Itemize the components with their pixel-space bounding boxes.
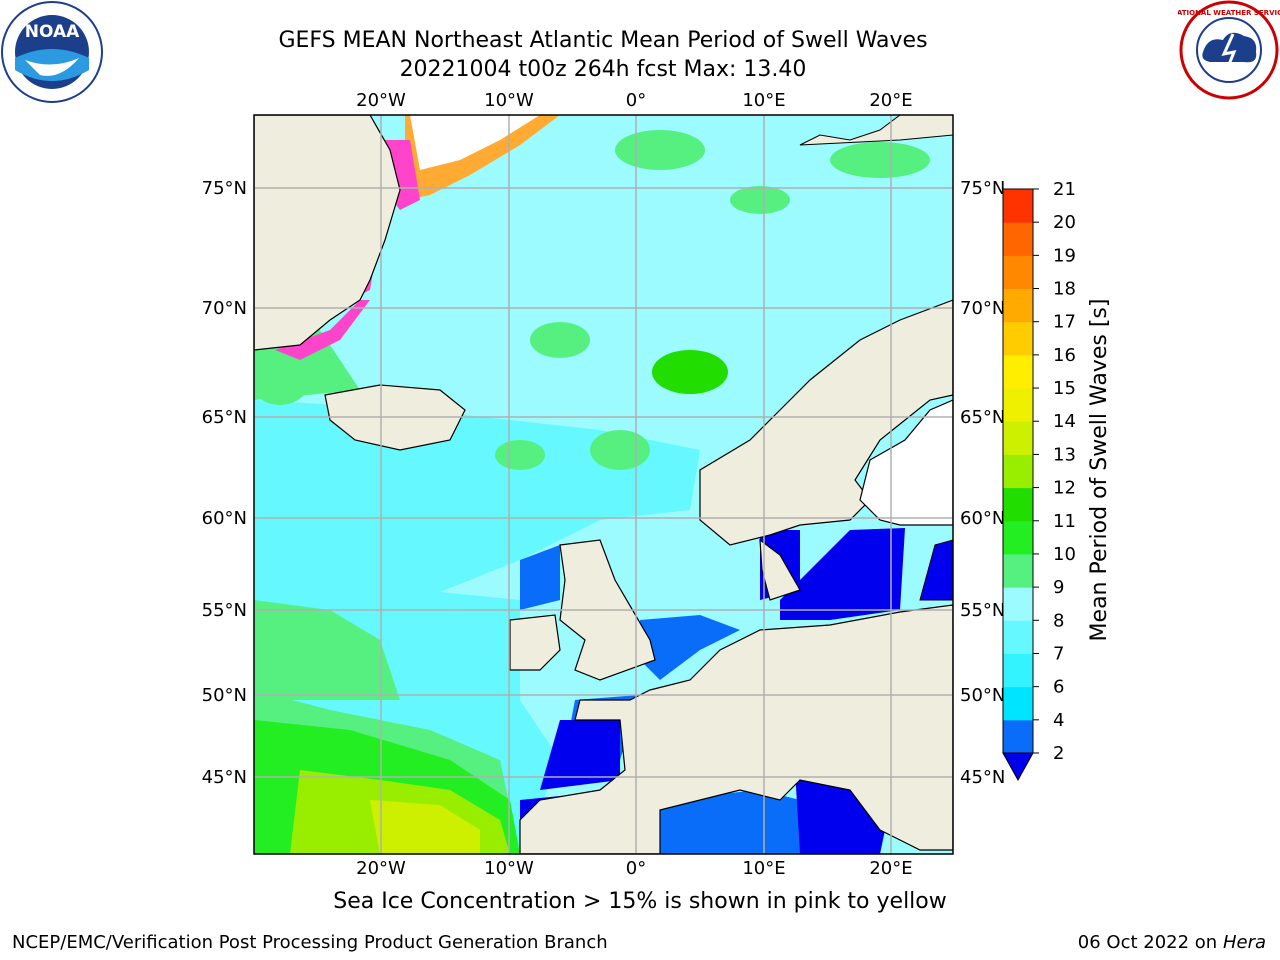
lon-labels-bottom: 20°W 10°W 0° 10°E 20°E <box>356 858 912 879</box>
colorbar-segment <box>1003 653 1033 688</box>
lat-label: 65°N <box>960 407 1005 428</box>
colorbar-tick-label: 10 <box>1053 544 1076 565</box>
lat-label: 60°N <box>202 508 247 529</box>
colorbar-segment <box>1003 620 1033 654</box>
lon-label: 20°W <box>356 90 406 111</box>
lat-label: 55°N <box>960 600 1005 621</box>
colorbar-segment <box>1003 354 1033 389</box>
colorbar-tick-label: 14 <box>1053 411 1076 432</box>
colorbar-segment <box>1003 421 1033 455</box>
lat-label: 45°N <box>202 767 247 788</box>
lat-label: 70°N <box>202 298 247 319</box>
lon-label: 0° <box>626 90 646 111</box>
colorbar-segment <box>1003 587 1033 621</box>
colorbar-segment <box>1003 288 1033 323</box>
colorbar-segment <box>1003 454 1033 489</box>
nws-logo: NATIONAL WEATHER SERVICE <box>1178 0 1280 100</box>
svg-text:NOAA: NOAA <box>25 22 80 42</box>
lat-labels-left: 75°N 70°N 65°N 60°N 55°N 50°N 45°N <box>202 178 247 788</box>
lon-label: 10°E <box>742 858 785 879</box>
colorbar-segment <box>1003 189 1033 223</box>
lon-label: 20°E <box>869 90 912 111</box>
lat-label: 50°N <box>960 685 1005 706</box>
lat-label: 70°N <box>960 298 1005 319</box>
colorbar-tick-label: 19 <box>1053 245 1076 266</box>
map-border <box>253 114 954 855</box>
footer-credit: NCEP/EMC/Verification Post Processing Pr… <box>12 932 608 953</box>
lon-label: 0° <box>626 858 646 879</box>
colorbar-segment <box>1003 487 1033 522</box>
footer-date-text: 06 Oct 2022 on <box>1077 932 1223 953</box>
colorbar-segment <box>1003 255 1033 290</box>
colorbar-tick-label: 17 <box>1053 312 1076 333</box>
title-line-1: GEFS MEAN Northeast Atlantic Mean Period… <box>278 28 928 53</box>
chart-title: GEFS MEAN Northeast Atlantic Mean Period… <box>203 26 1003 84</box>
colorbar-tick-label: 13 <box>1053 444 1076 465</box>
lat-label: 45°N <box>960 767 1005 788</box>
colorbar-segments <box>1003 189 1033 754</box>
colorbar-segment <box>1003 719 1033 754</box>
map-field <box>254 115 953 854</box>
footer-date: 06 Oct 2022 on Hera <box>1078 932 1266 953</box>
lon-label: 20°E <box>869 858 912 879</box>
colorbar-segment <box>1003 321 1033 356</box>
colorbar-tick-label: 21 <box>1053 179 1076 200</box>
lon-label: 20°W <box>356 858 406 879</box>
colorbar-segment <box>1003 388 1033 422</box>
lat-label: 50°N <box>202 685 247 706</box>
colorbar-segment <box>1003 686 1033 721</box>
colorbar-ticks: 2 4 6 7 8 9 10 11 12 13 14 15 16 17 18 19 20 21 <box>1033 179 1076 764</box>
svg-text:NATIONAL WEATHER SERVICE: NATIONAL WEATHER SERVICE <box>1178 9 1280 17</box>
colorbar-under-arrow <box>1002 752 1034 782</box>
title-line-2: 20221004 t00z 264h fcst Max: 13.40 <box>399 57 807 82</box>
colorbar-segment <box>1003 222 1033 256</box>
lon-label: 10°W <box>484 858 534 879</box>
noaa-logo: NOAA <box>1 1 103 103</box>
lat-label: 60°N <box>960 508 1005 529</box>
colorbar-tick-label: 8 <box>1053 610 1064 631</box>
colorbar-frame <box>1002 188 1034 754</box>
colorbar-tick-label: 4 <box>1053 710 1064 731</box>
lat-labels-right: 75°N 70°N 65°N 60°N 55°N 50°N 45°N <box>960 178 1005 788</box>
lat-label: 75°N <box>960 178 1005 199</box>
footer-host: Hera <box>1222 932 1266 953</box>
lat-label: 65°N <box>202 407 247 428</box>
lon-labels-top: 20°W 10°W 0° 10°E 20°E <box>356 90 912 111</box>
colorbar-tick-label: 12 <box>1053 478 1076 499</box>
colorbar-tick-label: 18 <box>1053 279 1076 300</box>
lat-label: 55°N <box>202 600 247 621</box>
lat-label: 75°N <box>202 178 247 199</box>
colorbar-tick-label: 16 <box>1053 345 1076 366</box>
sea-ice-note: Sea Ice Concentration > 15% is shown in … <box>333 889 947 914</box>
colorbar-tick-label: 11 <box>1053 511 1076 532</box>
map-graticule <box>254 115 953 854</box>
colorbar-tick-label: 7 <box>1053 643 1064 664</box>
colorbar-tick-label: 20 <box>1053 212 1076 233</box>
lon-label: 10°W <box>484 90 534 111</box>
colorbar-label: Mean Period of Swell Waves [s] <box>1087 299 1112 642</box>
colorbar-segment <box>1003 553 1033 588</box>
colorbar-tick-label: 2 <box>1053 743 1064 764</box>
colorbar-tick-label: 9 <box>1053 577 1064 598</box>
colorbar-tick-label: 6 <box>1053 677 1064 698</box>
colorbar-segment <box>1003 520 1033 555</box>
lon-label: 10°E <box>742 90 785 111</box>
colorbar-tick-label: 15 <box>1053 378 1076 399</box>
